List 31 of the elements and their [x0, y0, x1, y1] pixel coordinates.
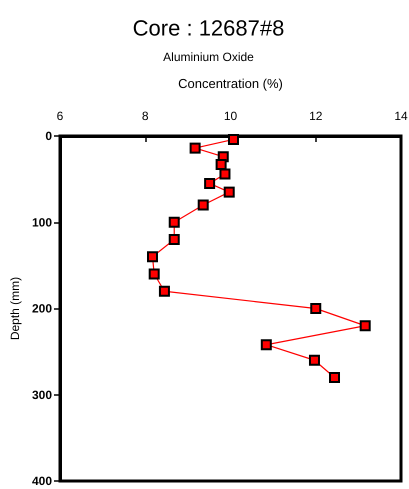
point	[228, 134, 239, 145]
y-axis-title: Depth (mm)	[8, 276, 22, 340]
point	[204, 178, 216, 189]
point	[148, 268, 160, 280]
point	[360, 320, 371, 332]
point	[168, 234, 180, 245]
y-tick-label: 300	[32, 388, 52, 402]
point	[310, 303, 322, 314]
y-tick-label: 0	[45, 129, 52, 143]
x-tick-label: 14	[394, 109, 408, 123]
x-tick-label: 12	[309, 109, 323, 123]
point	[308, 354, 320, 366]
point	[260, 339, 272, 350]
point	[198, 200, 209, 210]
point	[146, 251, 158, 262]
x-tick-label: 6	[56, 109, 64, 123]
point	[219, 168, 230, 180]
point	[158, 286, 170, 297]
x-tick-label: 8	[142, 109, 149, 123]
chart-title: Core : 12687#8	[132, 16, 284, 40]
point	[329, 372, 340, 383]
chart-subtitle: Aluminium Oxide	[163, 50, 254, 64]
y-tick-label: 100	[32, 215, 52, 230]
point	[168, 216, 180, 228]
point	[224, 186, 235, 198]
point	[190, 142, 201, 154]
x-tick-label: 10	[224, 109, 238, 123]
y-tick-label: 400	[32, 474, 52, 488]
point	[216, 158, 227, 170]
x-axis-title: Concentration (%)	[178, 76, 283, 91]
y-tick-label: 200	[32, 302, 52, 316]
